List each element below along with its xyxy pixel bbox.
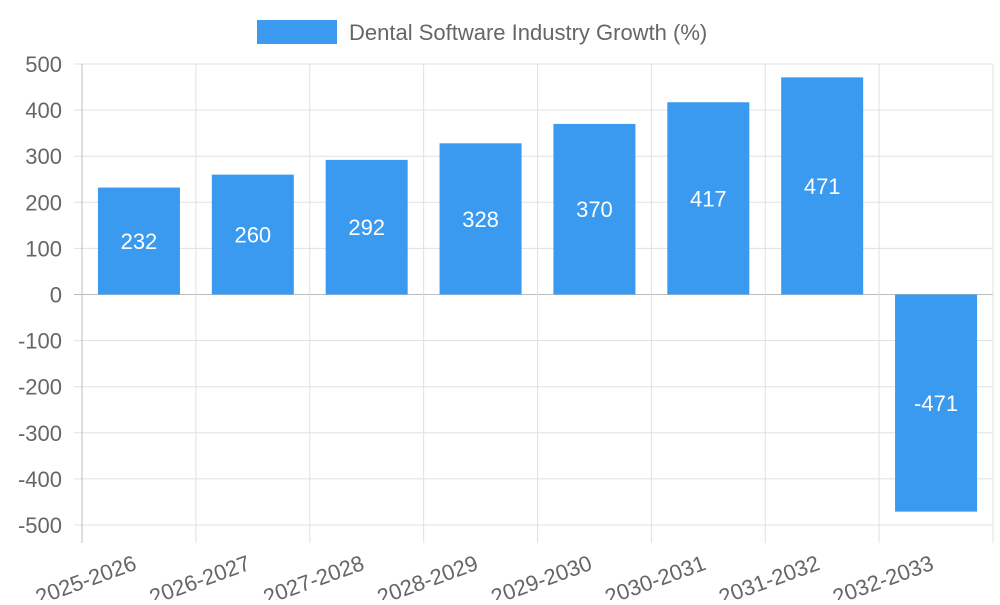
bar bbox=[211, 174, 294, 295]
y-tick-label: 400 bbox=[25, 98, 62, 123]
bar-value-label: 292 bbox=[348, 215, 385, 240]
legend: Dental Software Industry Growth (%) bbox=[257, 20, 707, 45]
bar bbox=[553, 123, 636, 295]
x-tick-label: 2025-2026 bbox=[32, 550, 139, 600]
bar-value-label: 370 bbox=[576, 197, 613, 222]
y-tick-label: 200 bbox=[25, 190, 62, 215]
x-tick-label: 2032-2033 bbox=[829, 550, 936, 600]
y-tick-label: -500 bbox=[18, 513, 62, 538]
x-axis-ticks: 2025-2026 2026-2027 2027-2028 2028-2029 2029… bbox=[32, 550, 937, 605]
legend-swatch bbox=[257, 20, 337, 44]
y-tick-label: 0 bbox=[50, 283, 62, 308]
bar bbox=[439, 143, 522, 295]
data-labels: 232 260 292 328 370 417 471 -471 bbox=[121, 174, 959, 416]
bar-value-label: -471 bbox=[914, 391, 958, 416]
bar bbox=[781, 77, 864, 295]
bar bbox=[97, 187, 180, 295]
y-tick-label: 100 bbox=[25, 236, 62, 261]
y-tick-label: -300 bbox=[18, 421, 62, 446]
y-tick-label: -100 bbox=[18, 329, 62, 354]
bar bbox=[667, 102, 750, 295]
y-tick-label: 300 bbox=[25, 144, 62, 169]
x-tick-label: 2026-2027 bbox=[146, 550, 253, 600]
y-tick-label: -200 bbox=[18, 375, 62, 400]
bar-value-label: 471 bbox=[804, 174, 841, 199]
bar bbox=[325, 159, 408, 295]
y-tick-label: 500 bbox=[25, 52, 62, 77]
bar-value-label: 260 bbox=[234, 223, 271, 248]
bar-value-label: 328 bbox=[462, 207, 499, 232]
x-tick-label: 2028-2029 bbox=[374, 550, 481, 600]
legend-label: Dental Software Industry Growth (%) bbox=[349, 20, 707, 45]
x-tick-label: 2029-2030 bbox=[488, 550, 595, 600]
x-tick-label: 2030-2031 bbox=[602, 550, 709, 600]
x-tick-label: 2031-2032 bbox=[715, 550, 822, 600]
y-axis-ticks: 500 400 300 200 100 0 -100 -200 -300 -400 -500 bbox=[18, 52, 62, 538]
y-tick-label: -400 bbox=[18, 467, 62, 492]
x-tick-label: 2027-2028 bbox=[260, 550, 367, 600]
bar bbox=[895, 294, 978, 512]
bar-value-label: 232 bbox=[121, 229, 158, 254]
bars bbox=[97, 77, 978, 512]
bar-value-label: 417 bbox=[690, 186, 727, 211]
